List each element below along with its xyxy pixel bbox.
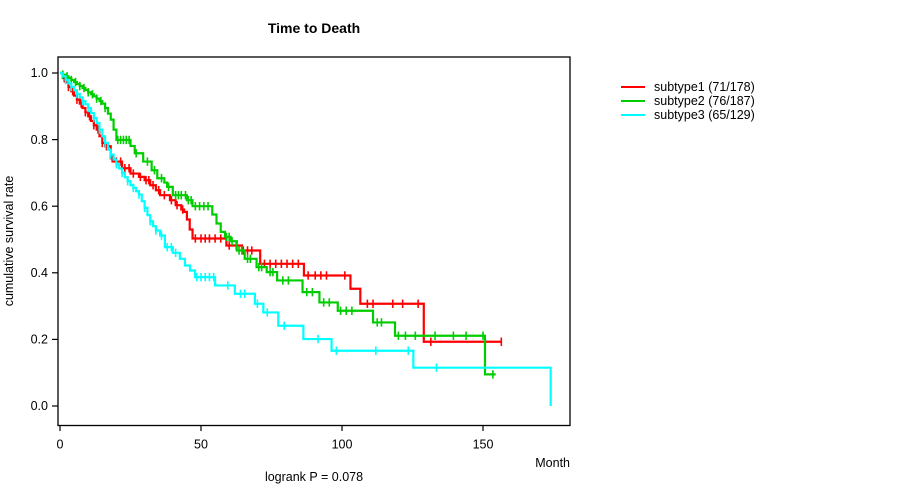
y-tick-label: 1.0 — [31, 66, 48, 80]
y-tick-label: 0.2 — [31, 333, 48, 347]
logrank-annotation: logrank P = 0.078 — [264, 470, 364, 484]
plot-frame — [57, 56, 571, 427]
y-axis-title: cumulative survival rate — [2, 175, 16, 307]
survival-curve-subtype2 — [60, 71, 496, 376]
legend-item-subtype1: subtype1 (71/178) — [621, 80, 755, 94]
legend-label: subtype3 (65/129) — [654, 108, 755, 122]
survival-curve-subtype1 — [60, 71, 502, 343]
chart-title: Time to Death — [267, 20, 361, 36]
y-tick-label: 0.4 — [31, 266, 48, 280]
x-tick-label: 100 — [332, 438, 353, 452]
survival-curve-subtype3 — [60, 71, 552, 406]
x-axis-title: Month — [535, 456, 570, 470]
x-tick-label: 50 — [194, 438, 208, 452]
y-axis: 0.0 0.2 0.4 0.6 0.8 1.0 — [31, 66, 58, 413]
censor-ticks-subtype2 — [62, 70, 494, 379]
survival-curves — [60, 70, 552, 406]
legend-line-swatch — [621, 99, 645, 103]
y-tick-label: 0.0 — [31, 399, 48, 413]
legend-label: subtype2 (76/187) — [654, 94, 755, 108]
x-axis: 0 50 100 150 — [57, 425, 494, 452]
legend-line-swatch — [621, 85, 645, 89]
y-tick-label: 0.6 — [31, 199, 48, 213]
legend-item-subtype3: subtype3 (65/129) — [621, 108, 755, 122]
legend-label: subtype1 (71/178) — [654, 80, 755, 94]
legend-line-swatch — [621, 113, 645, 117]
censor-ticks-subtype1 — [63, 73, 503, 346]
legend: subtype1 (71/178) subtype2 (76/187) subt… — [621, 80, 755, 122]
censor-ticks-subtype3 — [64, 75, 438, 372]
x-tick-label: 0 — [57, 438, 64, 452]
y-tick-label: 0.8 — [31, 133, 48, 147]
x-tick-label: 150 — [473, 438, 494, 452]
legend-item-subtype2: subtype2 (76/187) — [621, 94, 755, 108]
